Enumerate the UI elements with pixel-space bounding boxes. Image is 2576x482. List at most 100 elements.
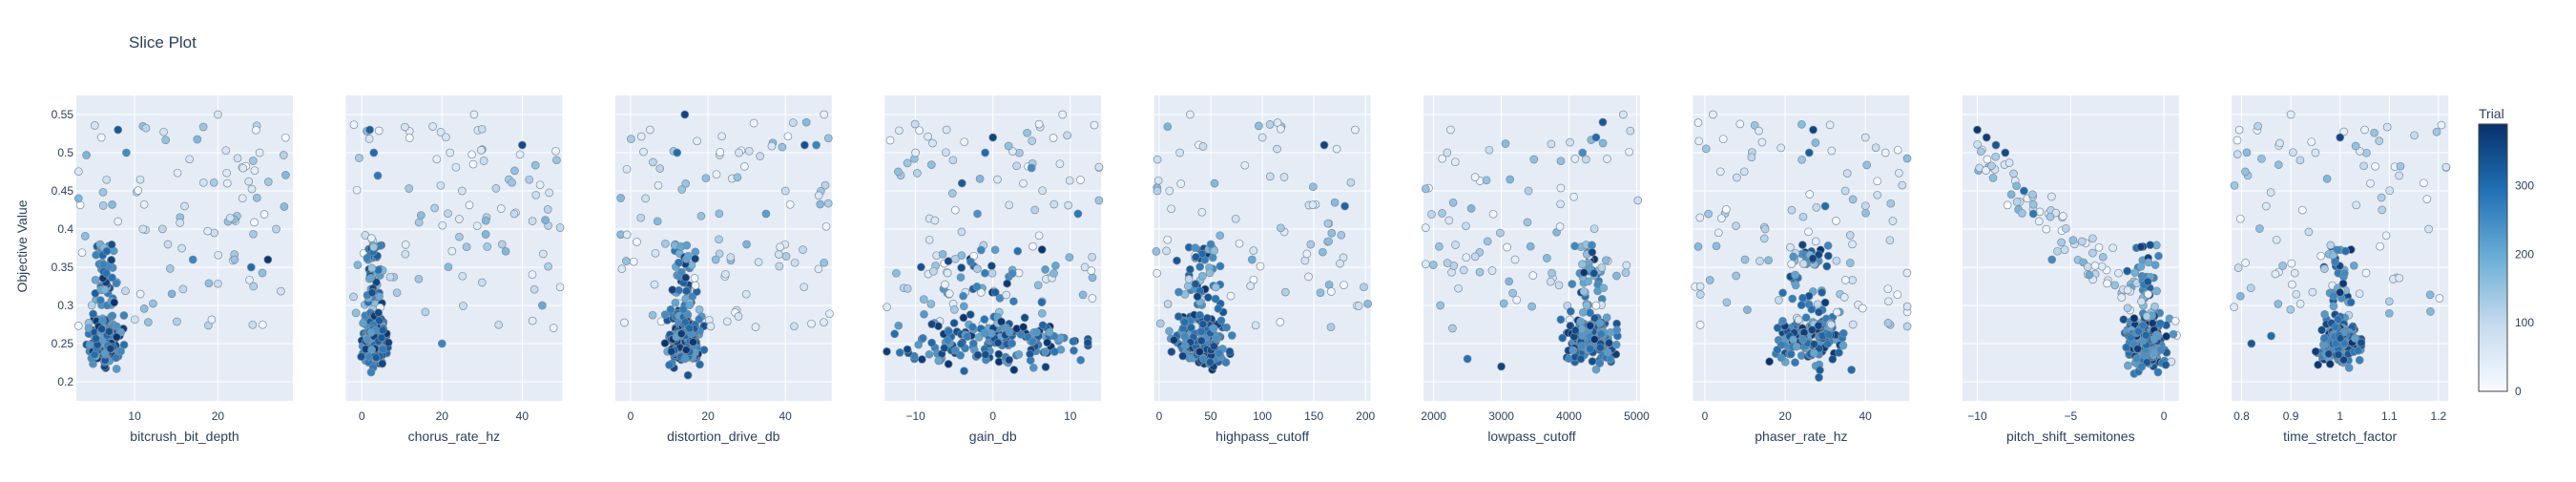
data-point — [1193, 292, 1202, 302]
data-point — [1556, 199, 1565, 209]
data-point — [1568, 346, 1578, 355]
data-point — [1462, 253, 1471, 262]
data-point — [2339, 127, 2349, 136]
data-point — [2053, 246, 2062, 256]
data-point — [1167, 204, 1175, 214]
data-point — [198, 122, 208, 132]
data-point — [277, 286, 285, 296]
data-point — [188, 255, 197, 264]
data-point — [2352, 200, 2361, 210]
data-point — [1209, 324, 1218, 333]
data-point — [895, 348, 904, 357]
data-point — [814, 191, 823, 200]
data-point — [1791, 358, 1799, 367]
data-point — [2296, 300, 2305, 308]
data-point — [451, 162, 461, 172]
data-point — [1798, 293, 1807, 303]
data-point — [2009, 169, 2018, 178]
data-point — [2333, 245, 2342, 255]
data-point — [1529, 155, 1539, 164]
data-point — [2028, 199, 2038, 209]
data-point — [2325, 360, 2335, 368]
data-point — [98, 201, 108, 210]
data-point — [948, 156, 958, 165]
data-point — [1814, 321, 1823, 330]
data-point — [1005, 355, 1014, 365]
data-point — [665, 361, 674, 369]
data-point — [722, 317, 732, 326]
data-point — [767, 141, 777, 151]
data-point — [491, 184, 501, 193]
data-point — [2171, 316, 2180, 325]
x-axis-label: highpass_cutoff — [1215, 429, 1309, 444]
data-point — [1273, 144, 1281, 154]
data-point — [1037, 308, 1047, 318]
data-point — [1595, 319, 1605, 327]
data-point — [496, 204, 506, 213]
y-tick-label: 0.25 — [52, 337, 74, 350]
x-tick-label: 20 — [436, 409, 449, 423]
data-point — [1693, 242, 1703, 251]
data-point — [1602, 256, 1610, 265]
data-point — [102, 246, 112, 256]
data-point — [2329, 302, 2338, 311]
data-point — [1078, 290, 1088, 300]
data-point — [913, 169, 922, 178]
data-point — [2336, 288, 2344, 297]
data-point — [2267, 331, 2275, 341]
data-point — [1019, 323, 1028, 332]
data-point — [2287, 259, 2296, 268]
data-point — [920, 309, 928, 319]
data-point — [993, 338, 1003, 347]
data-point — [1215, 231, 1225, 241]
data-point — [696, 360, 704, 369]
data-point — [715, 249, 724, 259]
data-point — [928, 138, 937, 148]
data-point — [676, 242, 686, 252]
data-point — [2068, 236, 2078, 244]
panels: 10 200.20.250.30.350.40.450.50.55bitcrush… — [52, 95, 2451, 444]
data-point — [1005, 327, 1014, 337]
data-point — [1470, 173, 1480, 181]
data-point — [1787, 205, 1797, 215]
data-point — [1195, 347, 1204, 356]
data-point — [1090, 120, 1099, 130]
data-point — [1197, 207, 1207, 217]
x-tick-label: 5000 — [1624, 409, 1650, 423]
data-point — [479, 157, 488, 165]
data-point — [951, 346, 960, 355]
data-point — [1788, 294, 1797, 304]
data-point — [1722, 298, 1732, 307]
data-point — [1088, 252, 1096, 262]
data-point — [378, 359, 387, 368]
data-point — [1582, 301, 1591, 310]
data-point — [401, 241, 410, 249]
data-point — [1823, 241, 1833, 250]
data-point — [2144, 258, 2153, 267]
data-point — [1162, 246, 1171, 256]
data-point — [2320, 309, 2329, 319]
data-point — [1436, 301, 1445, 310]
data-point — [2410, 131, 2419, 140]
data-point — [1265, 172, 1275, 181]
data-point — [1612, 325, 1622, 335]
data-point — [1198, 142, 1208, 151]
data-point — [2441, 162, 2451, 172]
data-point — [1576, 317, 1585, 326]
data-point — [1186, 264, 1195, 274]
data-point — [107, 240, 116, 249]
data-point — [1073, 209, 1083, 219]
x-tick-label: 0 — [1156, 409, 1163, 423]
x-tick-label: 10 — [1064, 409, 1077, 423]
slice-panel: 0 50 100 150 200 highpass_cutoff — [1152, 95, 1376, 444]
data-point — [712, 170, 721, 179]
data-point — [1510, 255, 1520, 264]
data-point — [455, 215, 464, 223]
data-point — [1603, 347, 1612, 357]
data-point — [1883, 284, 1893, 294]
data-point — [959, 313, 968, 323]
data-point — [959, 302, 968, 311]
slice-panel: 0 20 40 chorus_rate_hz — [345, 95, 565, 444]
data-point — [207, 315, 217, 325]
data-point — [2320, 264, 2329, 273]
